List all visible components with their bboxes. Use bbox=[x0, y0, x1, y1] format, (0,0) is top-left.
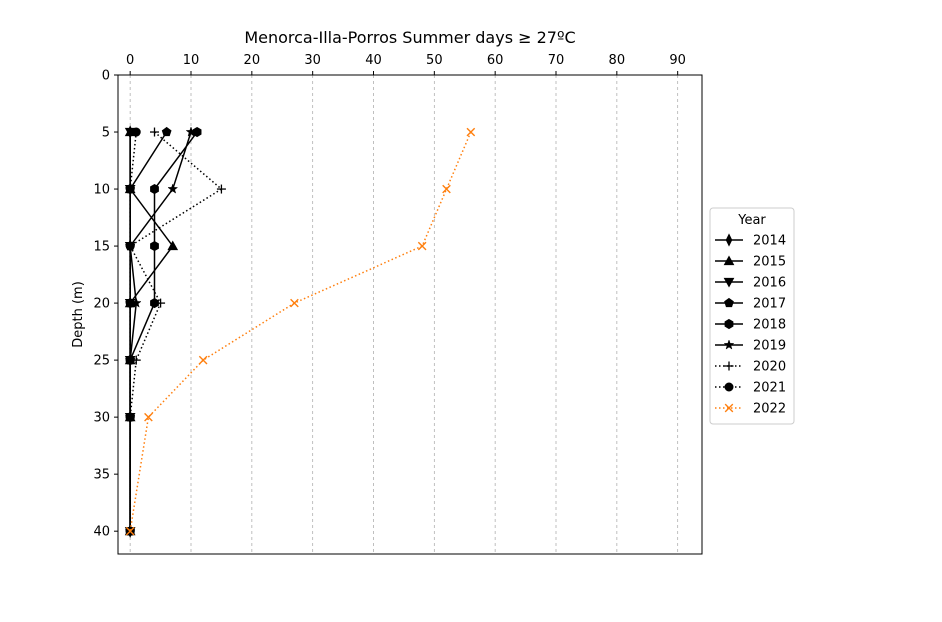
series-layer bbox=[124, 125, 476, 538]
data-point-2022 bbox=[144, 412, 153, 422]
legend-marker bbox=[723, 277, 735, 288]
data-point-2022 bbox=[125, 526, 135, 536]
legend-entry-label: 2022 bbox=[753, 402, 786, 417]
legend-marker bbox=[723, 255, 735, 266]
chart-title: Menorca-Illa-Porros Summer days ≥ 27ºC bbox=[244, 28, 575, 47]
legend-entry-label: 2014 bbox=[753, 234, 786, 249]
x-tick-label: 70 bbox=[548, 53, 565, 68]
data-point-2019 bbox=[185, 126, 197, 137]
series-2019 bbox=[124, 126, 197, 536]
data-point-2019 bbox=[167, 183, 179, 194]
data-point-2018 bbox=[150, 183, 159, 195]
x-tick-label: 50 bbox=[426, 53, 443, 68]
data-point-2021 bbox=[125, 184, 135, 194]
x-tick-label: 90 bbox=[669, 53, 686, 68]
series-2022 bbox=[125, 127, 476, 536]
x-tick-label: 30 bbox=[304, 53, 321, 68]
legend-marker bbox=[724, 297, 734, 308]
x-tick-label: 60 bbox=[487, 53, 504, 68]
data-point-2021 bbox=[131, 127, 141, 137]
series-line-2020 bbox=[129, 131, 223, 532]
data-point-2020 bbox=[216, 184, 226, 194]
y-tick-label: 40 bbox=[93, 525, 110, 540]
y-tick-label: 15 bbox=[93, 240, 110, 255]
data-point-2022 bbox=[442, 184, 451, 194]
legend-entry-label: 2016 bbox=[753, 276, 786, 291]
y-axis-label: Depth (m) bbox=[71, 281, 86, 348]
grid-lines bbox=[129, 75, 679, 554]
data-point-2021 bbox=[125, 412, 135, 422]
series-line-2022 bbox=[129, 131, 472, 532]
legend-marker bbox=[723, 339, 735, 350]
data-point-2022 bbox=[417, 241, 427, 251]
legend-entry-label: 2020 bbox=[753, 360, 786, 375]
data-point-2018 bbox=[150, 240, 159, 252]
legend: Year 2014 2015 2016 2017 2018 2019 2020 2021 2022 bbox=[709, 207, 795, 425]
data-point-2020 bbox=[150, 127, 159, 137]
y-tick-label: 10 bbox=[93, 183, 110, 198]
data-point-2020 bbox=[156, 298, 166, 308]
y-tick-label: 35 bbox=[93, 468, 110, 483]
legend-title: Year bbox=[737, 213, 766, 228]
data-point-2018 bbox=[150, 298, 159, 309]
data-point-2021 bbox=[125, 241, 135, 251]
data-point-2021 bbox=[125, 355, 135, 365]
x-tick-label: 80 bbox=[609, 53, 626, 68]
data-point-2022 bbox=[198, 355, 208, 365]
data-point-2015 bbox=[167, 240, 179, 251]
plot-frame bbox=[117, 74, 703, 555]
x-tick-label: 0 bbox=[126, 53, 134, 68]
legend-entry-label: 2017 bbox=[753, 297, 786, 312]
x-tick-label: 10 bbox=[183, 53, 200, 68]
legend-marker bbox=[724, 382, 734, 392]
legend-entry-label: 2018 bbox=[753, 318, 786, 333]
y-tick-label: 5 bbox=[102, 126, 110, 141]
y-axis: 0 5 10 15 20 25 30 35 40 bbox=[93, 69, 118, 540]
data-point-2017 bbox=[161, 126, 172, 137]
data-point-2018 bbox=[192, 126, 202, 138]
legend-entry-label: 2019 bbox=[753, 339, 786, 354]
x-tick-label: 40 bbox=[365, 53, 382, 68]
y-tick-label: 30 bbox=[93, 411, 110, 426]
legend-marker bbox=[724, 403, 734, 413]
legend-marker bbox=[724, 361, 734, 371]
data-point-2022 bbox=[290, 298, 299, 308]
y-tick-label: 20 bbox=[93, 297, 110, 312]
y-tick-label: 25 bbox=[93, 354, 110, 369]
y-tick-label: 0 bbox=[102, 69, 110, 84]
legend-entry-label: 2021 bbox=[753, 381, 786, 396]
x-tick-label: 20 bbox=[244, 53, 261, 68]
series-2018 bbox=[125, 126, 202, 537]
x-axis: 0 10 20 30 40 50 60 70 80 90 bbox=[126, 53, 686, 75]
data-point-2021 bbox=[125, 298, 135, 308]
legend-marker bbox=[724, 318, 734, 330]
series-line-2017 bbox=[129, 131, 168, 532]
legend-marker bbox=[725, 233, 733, 247]
legend-entry-label: 2015 bbox=[753, 255, 786, 270]
data-point-2022 bbox=[466, 127, 476, 137]
